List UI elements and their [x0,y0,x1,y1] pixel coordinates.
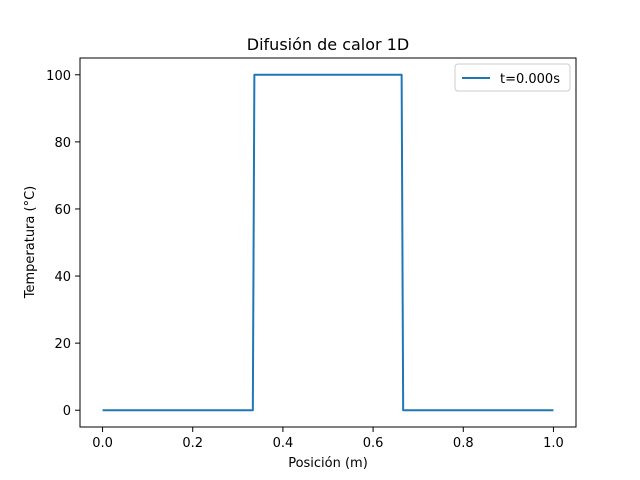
x-tick-label: 0.2 [182,436,203,451]
y-tick-label: 0 [63,404,71,419]
x-tick-label: 0.6 [363,436,384,451]
y-tick-label: 80 [54,136,71,151]
legend-box [454,63,571,92]
x-tick-label: 1.0 [543,436,564,451]
y-axis-label: Temperatura (°C) [23,186,38,299]
y-tick-label: 60 [54,203,71,218]
series-line [102,73,554,412]
y-axis-ticks: 0 20 40 60 80 100 [46,69,80,419]
legend-label: t=0.000s [500,72,560,87]
legend: t=0.000s [454,63,571,92]
y-tick-label: 100 [46,69,71,84]
x-tick-label: 0.4 [273,436,294,451]
x-tick-label: 0.0 [92,436,113,451]
y-tick-label: 40 [54,270,71,285]
y-tick-label: 20 [54,337,71,352]
x-axis-ticks: 0.0 0.2 0.4 0.6 0.8 1.0 [92,427,564,451]
x-tick-label: 0.8 [453,436,474,451]
axes-frame [79,57,577,428]
chart-title: Difusión de calor 1D [247,35,409,54]
series-layer [102,73,554,412]
x-axis-label: Posición (m) [288,456,368,471]
plot-area [79,57,577,428]
